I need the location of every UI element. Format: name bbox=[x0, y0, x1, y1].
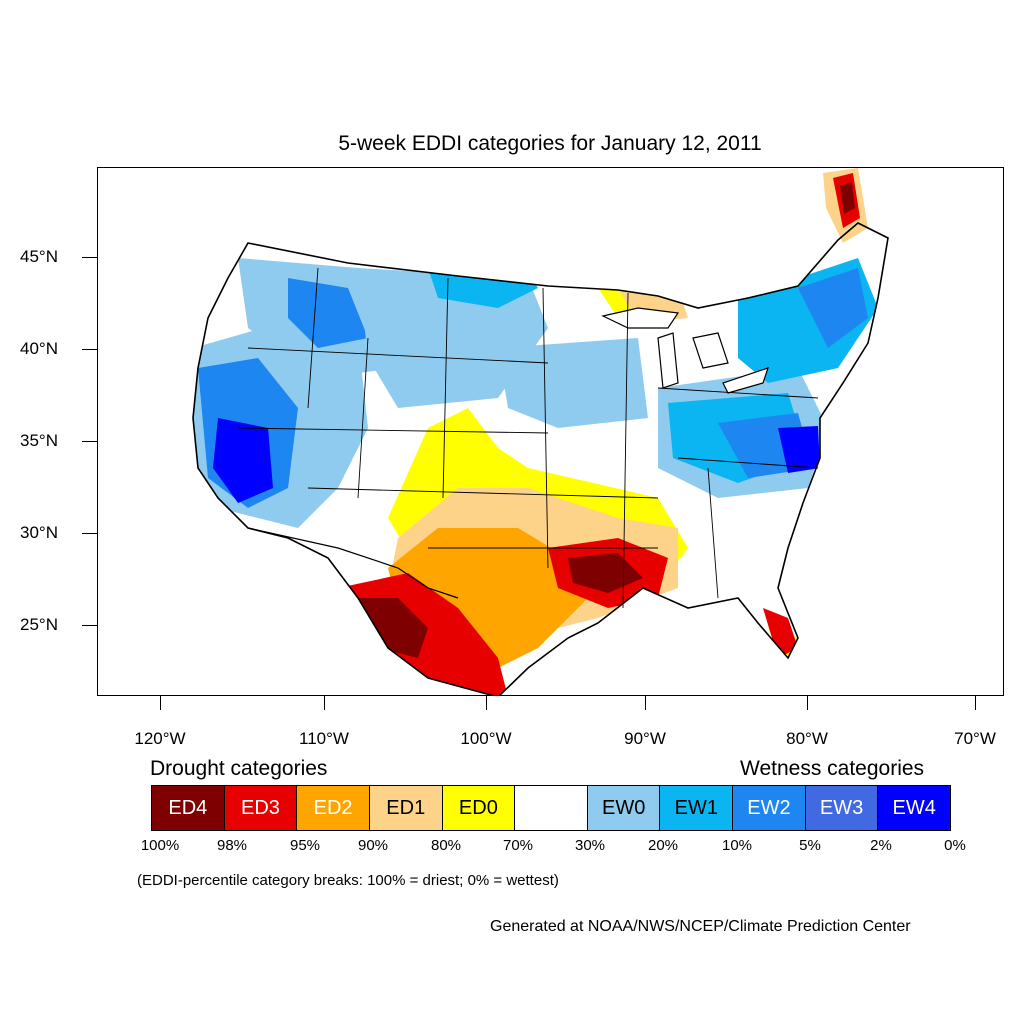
legend-box-ed4: ED4 bbox=[152, 786, 225, 830]
lon-tick-110 bbox=[324, 696, 325, 710]
pct-label: 30% bbox=[574, 837, 606, 854]
pct-label: 0% bbox=[944, 837, 966, 854]
lat-label-45: 45°N bbox=[20, 247, 58, 266]
lake-huron bbox=[692, 332, 729, 369]
lat-label-25: 25°N bbox=[20, 615, 58, 634]
lon-label-90: 90°W bbox=[624, 729, 666, 748]
legend-box-neutral bbox=[515, 786, 588, 830]
lake-superior bbox=[601, 307, 680, 329]
map-title: 5-week EDDI categories for January 12, 2… bbox=[338, 132, 762, 155]
map-panel bbox=[97, 167, 1004, 696]
pct-label: 90% bbox=[357, 837, 389, 854]
lon-label-120: 120°W bbox=[134, 729, 186, 748]
lon-label-70: 70°W bbox=[954, 729, 996, 748]
pct-label: 10% bbox=[721, 837, 753, 854]
category-note: (EDDI-percentile category breaks: 100% =… bbox=[137, 872, 559, 889]
pct-label: 70% bbox=[502, 837, 534, 854]
pct-label: 20% bbox=[647, 837, 679, 854]
lon-tick-80 bbox=[807, 696, 808, 710]
pct-label: 2% bbox=[870, 837, 892, 854]
lon-tick-90 bbox=[645, 696, 646, 710]
lake-michigan bbox=[657, 332, 679, 389]
wetness-heading: Wetness categories bbox=[740, 757, 925, 780]
mexico-border bbox=[247, 527, 459, 599]
lat-tick-40 bbox=[82, 349, 97, 350]
lat-tick-30 bbox=[82, 533, 97, 534]
pct-label: 80% bbox=[430, 837, 462, 854]
lat-tick-45 bbox=[82, 257, 97, 258]
lat-label-30: 30°N bbox=[20, 523, 58, 542]
credit-line: Generated at NOAA/NWS/NCEP/Climate Predi… bbox=[490, 918, 911, 935]
pct-label: 5% bbox=[799, 837, 821, 854]
legend-box-ed2: ED2 bbox=[297, 786, 370, 830]
legend-box-ew3: EW3 bbox=[805, 786, 879, 830]
lat-tick-25 bbox=[82, 625, 97, 626]
lon-tick-120 bbox=[160, 696, 161, 710]
legend-box-ed1: ED1 bbox=[369, 786, 443, 830]
drought-heading: Drought categories bbox=[150, 757, 328, 780]
legend-box-ed3: ED3 bbox=[224, 786, 298, 830]
legend-box-ew2: EW2 bbox=[733, 786, 806, 830]
state-boundaries bbox=[237, 267, 819, 609]
pct-label: 100% bbox=[140, 837, 180, 854]
pct-label: 98% bbox=[216, 837, 248, 854]
lat-label-35: 35°N bbox=[20, 431, 58, 450]
lon-label-110: 110°W bbox=[299, 729, 349, 748]
pct-label: 95% bbox=[289, 837, 321, 854]
legend-box-ew4: EW4 bbox=[878, 786, 951, 830]
lat-label-40: 40°N bbox=[20, 339, 58, 358]
legend-box-ew0: EW0 bbox=[587, 786, 661, 830]
eddi-map bbox=[192, 168, 889, 695]
lon-tick-70 bbox=[975, 696, 976, 710]
lon-label-80: 80°W bbox=[786, 729, 828, 748]
lon-tick-100 bbox=[486, 696, 487, 710]
lat-tick-35 bbox=[82, 441, 97, 442]
category-legend: ED4 ED3 ED2 ED1 ED0 EW0 EW1 EW2 EW3 EW4 bbox=[151, 785, 951, 831]
legend-box-ed0: ED0 bbox=[442, 786, 516, 830]
legend-box-ew1: EW1 bbox=[660, 786, 734, 830]
quebec-ed4 bbox=[840, 182, 855, 214]
lake-erie bbox=[722, 367, 769, 394]
lon-label-100: 100°W bbox=[460, 729, 512, 748]
